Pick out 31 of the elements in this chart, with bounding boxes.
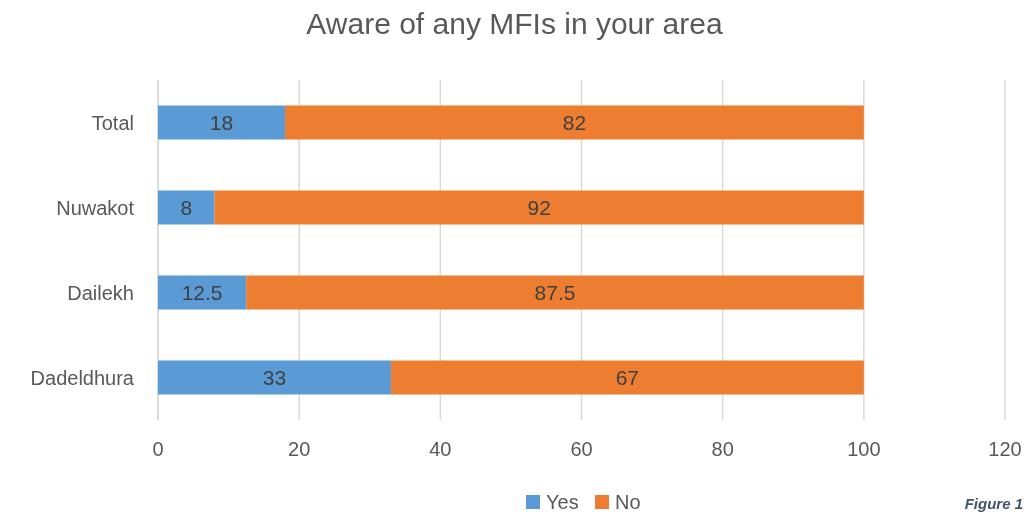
legend-label: No (615, 491, 641, 514)
data-label: 8 (180, 195, 193, 219)
y-tick-label: Dadeldhura (30, 366, 135, 389)
bar (390, 360, 864, 395)
bar (158, 105, 286, 140)
chart-title: Aware of any MFIs in your area (306, 7, 723, 40)
data-label: 12.5 (181, 280, 223, 304)
bar (158, 190, 215, 225)
caption: Figure 1 (964, 495, 1023, 512)
data-label: 82 (562, 110, 587, 134)
bar (246, 275, 864, 310)
x-tick-label: 0 (152, 438, 164, 460)
x-tick-label: 80 (711, 438, 734, 460)
bar (158, 360, 391, 395)
legend-label: Yes (546, 491, 579, 514)
x-tick-label: 40 (429, 438, 452, 460)
x-tick-label: 60 (570, 438, 593, 460)
bar (285, 105, 864, 140)
bar (158, 275, 247, 310)
y-tick-label: Total (91, 111, 134, 134)
data-label: 67 (615, 365, 640, 389)
data-label: 33 (262, 365, 287, 389)
y-tick-label: Dailekh (67, 281, 134, 304)
y-tick-label: Nuwakot (56, 196, 135, 219)
bar (214, 190, 864, 225)
x-tick-label: 20 (288, 438, 311, 460)
x-tick-label: 120 (988, 438, 1022, 460)
data-label: 87.5 (534, 280, 576, 304)
data-label: 92 (527, 195, 551, 219)
x-tick-label: 100 (847, 438, 881, 460)
data-label: 18 (209, 110, 234, 134)
